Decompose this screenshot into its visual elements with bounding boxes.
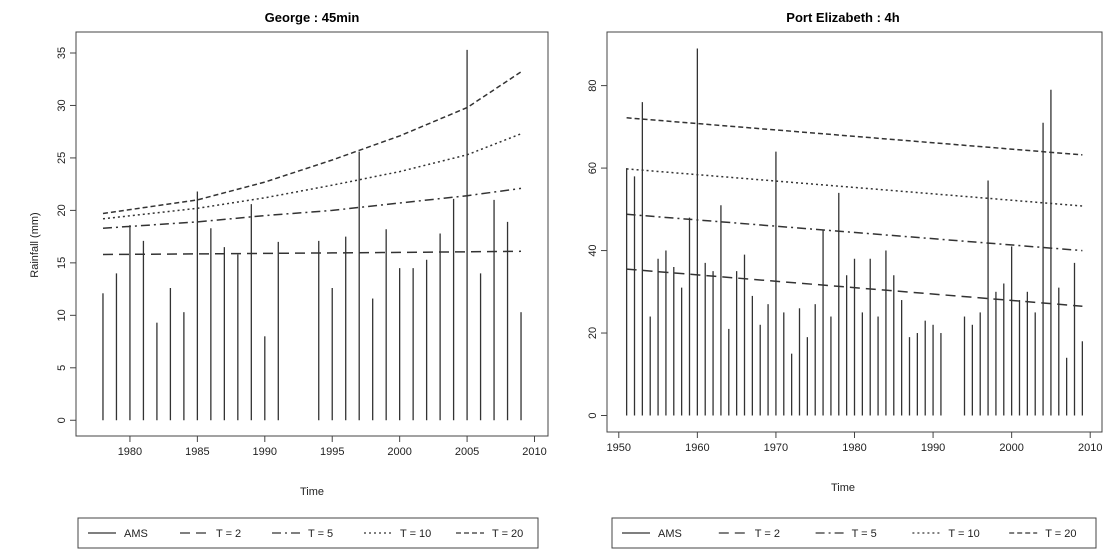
- legend-label-t20: T = 20: [1045, 528, 1076, 540]
- legend-box: [611, 517, 1097, 549]
- legend-label-t10: T = 10: [948, 528, 979, 540]
- x-tick-label: 1990: [253, 446, 277, 458]
- legend-george: AMS T = 2 T = 5 T = 10 T = 20: [77, 517, 539, 549]
- y-tick-label: 20: [56, 204, 68, 216]
- port-elizabeth-panel: Port Elizabeth : 4h Time 1950 1960 1970 198…: [587, 10, 1103, 494]
- y-tick-label: 35: [56, 47, 68, 59]
- legend-box: [77, 517, 539, 549]
- plot-frame-george: [75, 31, 549, 437]
- y-tick-label: 0: [587, 412, 599, 418]
- y-tick-label: 15: [56, 257, 68, 269]
- y-tick-label: 0: [56, 417, 68, 423]
- y-tick-label: 10: [56, 309, 68, 321]
- series-line-t2: [102, 250, 522, 256]
- x-tick-label: 1995: [320, 446, 344, 458]
- chart-title-george: George : 45min: [265, 10, 360, 25]
- x-tick-label: 1980: [118, 446, 142, 458]
- legend-label-ams: AMS: [658, 528, 682, 540]
- y-tick-label: 80: [587, 79, 599, 91]
- y-tick-label: 40: [587, 244, 599, 256]
- legend-label-t10: T = 10: [400, 528, 431, 540]
- x-tick-label: 1990: [921, 442, 945, 454]
- x-tick-label: 1985: [185, 446, 209, 458]
- x-tick-label: 1970: [764, 442, 788, 454]
- legend-label-t20: T = 20: [492, 528, 523, 540]
- x-tick-label: 1960: [685, 442, 709, 454]
- legend-label-t5: T = 5: [852, 528, 877, 540]
- legend-label-ams: AMS: [124, 528, 148, 540]
- legend-label-t5: T = 5: [308, 528, 333, 540]
- x-tick-label: 1950: [607, 442, 631, 454]
- x-tick-label: 2005: [455, 446, 479, 458]
- george-panel: George : 45min Time Rainfall (mm) 1980 19…: [29, 10, 549, 498]
- series-line-t10: [626, 168, 1083, 207]
- x-tick-label: 1980: [842, 442, 866, 454]
- y-tick-label: 20: [587, 327, 599, 339]
- x-axis-label-port-elizabeth: Time: [831, 482, 855, 494]
- x-tick-label: 2000: [387, 446, 411, 458]
- y-tick-label: 5: [56, 365, 68, 371]
- series-line-t5: [626, 213, 1083, 252]
- x-tick-label: 2000: [999, 442, 1023, 454]
- legend-label-t2: T = 2: [755, 528, 780, 540]
- x-axis-label-george: Time: [300, 486, 324, 498]
- x-tick-label: 2010: [1078, 442, 1102, 454]
- chart-title-port-elizabeth: Port Elizabeth : 4h: [786, 10, 899, 25]
- series-line-t20: [102, 71, 522, 215]
- legend-label-t2: T = 2: [216, 528, 241, 540]
- y-axis-label-george: Rainfall (mm): [29, 212, 41, 277]
- x-tick-label: 2010: [522, 446, 546, 458]
- series-line-t2: [626, 268, 1083, 307]
- series-line-t10: [102, 133, 522, 220]
- series-line-t20: [626, 117, 1083, 156]
- y-tick-label: 60: [587, 162, 599, 174]
- y-tick-label: 25: [56, 152, 68, 164]
- legend-port-elizabeth: AMS T = 2 T = 5 T = 10 T = 20: [611, 517, 1097, 549]
- series-line-t5: [102, 187, 522, 229]
- y-tick-label: 30: [56, 99, 68, 111]
